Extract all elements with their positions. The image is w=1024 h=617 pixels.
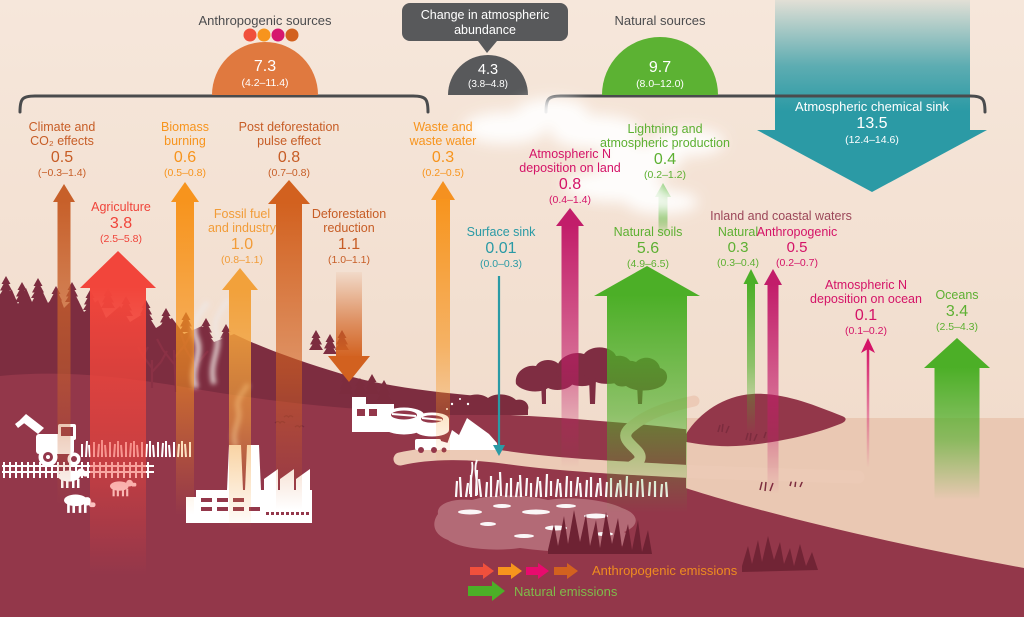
mid-pines (339, 374, 529, 415)
flux-natural-soils: Natural soils 5.6 (4.9–6.5) (613, 225, 683, 270)
legend-arrow-magenta (526, 563, 549, 579)
arrow-post-deforestation (268, 180, 310, 510)
legend-arrow-dark-orange (554, 563, 578, 579)
arrow-inland-natural (743, 269, 759, 433)
flux-biomass-burning: Biomass burning 0.6 (0.5–0.8) (161, 120, 209, 179)
landscape (0, 276, 1024, 617)
arrow-surface-sink (493, 276, 505, 456)
arrow-n-deposition-land (556, 208, 584, 468)
dot-orange (257, 28, 271, 42)
flux-climate-co2: Climate and CO₂ effects 0.5 (−0.3–1.4) (28, 120, 96, 179)
legend-arrows (468, 563, 578, 601)
anthropogenic-source-dots (243, 28, 299, 42)
legend-natural-label: Natural emissions (514, 584, 618, 599)
arrow-chemical-sink (757, 0, 987, 192)
arrow-waste-water (431, 181, 455, 465)
chemical-sink-label: Atmospheric chemical sink 13.5 (12.4–14.… (795, 99, 949, 146)
dot-magenta (271, 28, 285, 42)
ground (0, 373, 692, 617)
arrow-natural-soils (594, 266, 700, 513)
dot-red (243, 28, 257, 42)
change-dome (448, 55, 528, 95)
dot-dark-orange (285, 28, 299, 42)
flux-fossil-fuel: Fossil fuel and industry 1.0 (0.8–1.1) (207, 207, 277, 266)
anthropogenic-dome (212, 42, 318, 95)
legend-arrow-orange (498, 563, 522, 579)
arrow-n-deposition-ocean (861, 338, 875, 468)
flux-waste-water: Waste and waste water 0.3 (0.2–0.5) (409, 120, 477, 179)
legend-anthropogenic-label: Anthropogenic emissions (592, 563, 738, 578)
flux-lightning: Lightning and atmospheric production 0.4… (600, 122, 730, 181)
flux-agriculture: Agriculture 3.8 (2.5–5.8) (91, 200, 151, 245)
dark-grass (548, 510, 818, 572)
arrow-climate-co2 (53, 184, 75, 505)
seabed (656, 478, 1024, 617)
flux-deforestation-reduction: Deforestation reduction 1.1 (1.0–1.1) (311, 207, 387, 266)
flux-surface-sink: Surface sink 0.01 (0.0–0.3) (466, 225, 536, 270)
coast-promontory (686, 393, 846, 447)
anthropogenic-total: 7.3 (4.2–11.4) (241, 58, 289, 89)
inland-coastal-header: Inland and coastal waters (710, 209, 852, 223)
flux-inland-natural: Natural 0.3 (0.3–0.4) (716, 225, 760, 269)
legend-arrow-red (470, 563, 494, 579)
flux-n-deposition-land: Atmospheric N deposition on land 0.8 (0.… (519, 147, 621, 206)
source-domes (212, 37, 718, 95)
arrow-inland-anthropogenic (764, 269, 782, 494)
change-box-pointer (478, 41, 497, 53)
arrow-deforestation-reduction (328, 272, 370, 382)
arrow-biomass-burning (171, 182, 199, 515)
change-abundance-label: Change in atmospheric abundance (420, 8, 550, 37)
natural-dome (602, 37, 718, 95)
natural-sources-header: Natural sources (614, 13, 706, 28)
flux-n-deposition-ocean: Atmospheric N deposition on ocean 0.1 (0… (810, 278, 922, 337)
arrow-oceans (924, 338, 990, 500)
legend-arrow-green (468, 581, 505, 601)
change-abundance-box: Change in atmospheric abundance (402, 3, 568, 41)
flux-inland-anthropogenic: Anthropogenic 0.5 (0.2–0.7) (756, 225, 838, 269)
arrow-fossil-fuel (222, 268, 258, 529)
anthropogenic-sources-header: Anthropogenic sources (198, 13, 332, 28)
clouds (463, 98, 724, 214)
flux-arrows (53, 0, 990, 575)
change-abundance-total: 4.3 (3.8–4.8) (467, 62, 509, 90)
flux-oceans: Oceans 3.4 (2.5–4.3) (935, 288, 979, 333)
flux-post-deforestation: Post deforestation pulse effect 0.8 (0.7… (238, 120, 340, 179)
natural-total: 9.7 (8.0–12.0) (636, 59, 684, 90)
arrow-agriculture (80, 251, 156, 575)
